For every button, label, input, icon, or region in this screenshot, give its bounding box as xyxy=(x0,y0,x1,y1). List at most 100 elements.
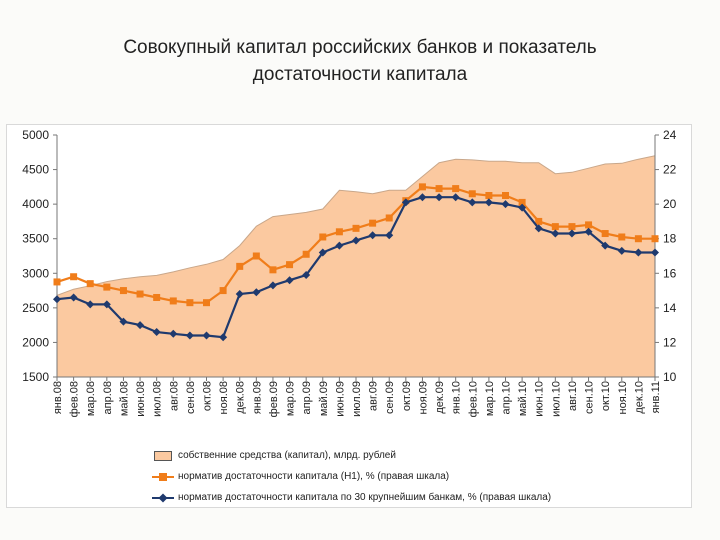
point-n1 xyxy=(286,261,294,269)
x-tick-label: сен.08 xyxy=(185,381,197,414)
point-n1 xyxy=(651,235,659,243)
point-n1 xyxy=(136,290,144,298)
right-tick-label: 22 xyxy=(663,163,677,177)
point-n1 xyxy=(70,273,78,281)
point-top30 xyxy=(567,229,576,238)
point-n1 xyxy=(618,233,626,241)
point-n1 xyxy=(86,280,94,288)
legend-swatch-area xyxy=(152,450,174,461)
point-top30 xyxy=(518,203,527,212)
point-top30 xyxy=(418,193,427,202)
right-tick-label: 12 xyxy=(663,335,677,349)
left-tick-label: 2000 xyxy=(22,335,49,349)
left-tick-label: 2500 xyxy=(22,301,49,315)
point-n1 xyxy=(502,192,509,199)
point-n1 xyxy=(219,287,227,295)
point-n1 xyxy=(169,297,177,305)
x-tick-label: окт.09 xyxy=(401,381,413,411)
point-top30 xyxy=(53,295,61,304)
point-top30 xyxy=(318,248,327,257)
legend-label-capital: собственние средства (капитал), млрд. ру… xyxy=(178,450,396,461)
point-n1 xyxy=(369,219,377,227)
point-n1 xyxy=(418,183,426,191)
legend-item-n1: норматив достаточности капитала (Н1), % … xyxy=(152,466,551,487)
point-top30 xyxy=(235,290,244,299)
x-tick-label: ноя.09 xyxy=(417,381,429,414)
point-top30 xyxy=(584,227,593,236)
point-top30 xyxy=(634,248,643,257)
x-tick-label: авг.10 xyxy=(567,381,579,411)
point-n1 xyxy=(252,252,260,260)
x-tick-label: апр.09 xyxy=(301,381,313,414)
x-tick-label: июл.10 xyxy=(550,381,562,417)
x-tick-label: июл.08 xyxy=(152,381,164,417)
point-n1 xyxy=(269,266,277,274)
x-tick-label: дек.10 xyxy=(633,381,645,414)
point-n1 xyxy=(186,299,194,307)
point-top30 xyxy=(335,241,344,250)
legend-label-top30: норматив достаточности капитала по 30 кр… xyxy=(178,492,552,503)
point-n1 xyxy=(435,185,443,193)
point-top30 xyxy=(285,276,294,285)
x-tick-label: июн.08 xyxy=(135,381,147,417)
left-tick-label: 4500 xyxy=(22,163,49,177)
left-tick-label: 4000 xyxy=(22,197,49,211)
x-tick-label: мар.10 xyxy=(484,381,496,416)
x-tick-label: ноя.10 xyxy=(617,381,629,414)
point-n1 xyxy=(385,214,393,222)
point-top30 xyxy=(69,293,78,302)
point-top30 xyxy=(185,331,194,340)
area-capital-outline xyxy=(56,155,656,296)
point-n1 xyxy=(452,185,460,193)
right-tick-label: 24 xyxy=(663,128,677,142)
point-top30 xyxy=(534,224,543,233)
point-top30 xyxy=(202,331,211,340)
chart-title-line-1: Совокупный капитал российских банков и п… xyxy=(123,37,597,58)
point-top30 xyxy=(501,200,510,209)
x-tick-label: июл.09 xyxy=(351,381,363,417)
x-tick-label: сен.09 xyxy=(384,381,396,414)
right-tick-label: 20 xyxy=(663,197,677,211)
x-tick-label: фев.08 xyxy=(69,381,81,417)
point-top30 xyxy=(435,193,444,202)
point-top30 xyxy=(468,198,477,207)
point-top30 xyxy=(484,198,493,207)
point-top30 xyxy=(352,236,360,245)
x-tick-label: май.09 xyxy=(318,381,330,416)
x-tick-label: ноя.08 xyxy=(218,381,230,414)
x-tick-label: окт.10 xyxy=(600,381,612,411)
legend: собственние средства (капитал), млрд. ру… xyxy=(152,445,551,508)
chart-title-line-2: достаточности капитала xyxy=(252,64,468,85)
point-top30 xyxy=(401,198,410,207)
point-top30 xyxy=(617,246,626,255)
point-n1 xyxy=(103,283,111,291)
point-top30 xyxy=(551,229,560,238)
point-n1 xyxy=(535,217,543,225)
x-tick-label: янв.11 xyxy=(650,381,662,413)
x-tick-label: июн.09 xyxy=(334,381,346,417)
left-tick-label: 3500 xyxy=(22,232,49,246)
point-top30 xyxy=(252,288,261,297)
point-top30 xyxy=(601,241,610,250)
point-n1 xyxy=(601,230,609,238)
point-top30 xyxy=(268,281,277,290)
point-top30 xyxy=(169,329,178,338)
point-top30 xyxy=(368,231,377,240)
x-tick-label: мар.09 xyxy=(285,381,297,416)
x-tick-label: апр.10 xyxy=(501,381,513,414)
chart-title: Совокупный капитал российских банков и п… xyxy=(0,34,720,88)
point-n1 xyxy=(551,223,559,231)
x-tick-label: авг.09 xyxy=(368,381,380,411)
point-top30 xyxy=(302,271,311,280)
point-n1 xyxy=(203,299,210,307)
x-tick-label: мар.08 xyxy=(85,381,97,416)
left-tick-label: 5000 xyxy=(22,128,49,142)
point-n1 xyxy=(634,235,642,243)
point-n1 xyxy=(352,224,360,232)
right-tick-label: 14 xyxy=(663,301,677,315)
left-tick-label: 3000 xyxy=(22,266,49,280)
x-tick-label: фев.09 xyxy=(268,381,280,417)
x-tick-label: май.08 xyxy=(118,381,130,416)
legend-item-capital: собственние средства (капитал), млрд. ру… xyxy=(152,445,551,466)
x-tick-label: апр.08 xyxy=(102,381,114,414)
